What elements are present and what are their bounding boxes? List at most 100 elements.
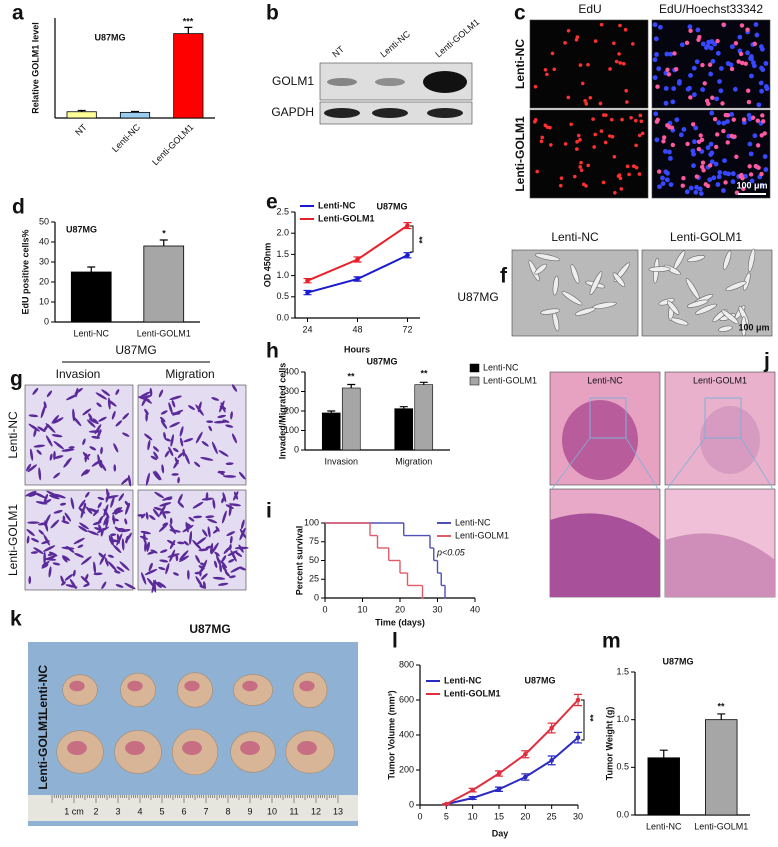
cell <box>169 517 173 525</box>
column-label: EdU <box>578 2 601 16</box>
cell <box>141 572 147 585</box>
column-label: Lenti-GOLM1 <box>670 230 742 244</box>
edu-cell <box>654 119 660 124</box>
cell <box>73 537 85 545</box>
cell <box>82 408 92 416</box>
nucleus <box>754 32 760 38</box>
cell <box>211 441 218 455</box>
cell <box>115 584 124 588</box>
y-tick-label: 50 <box>309 555 319 565</box>
edu-cell <box>761 119 766 124</box>
cell <box>41 564 49 569</box>
cell <box>177 501 185 508</box>
cell <box>648 266 671 272</box>
nucleus <box>713 161 719 167</box>
y-tick-label: 300 <box>284 386 299 396</box>
cell <box>81 469 88 477</box>
cell <box>165 497 173 501</box>
cell <box>214 551 220 557</box>
panel-letter: l <box>392 630 398 653</box>
nucleus <box>654 52 659 57</box>
nucleus <box>715 50 721 56</box>
panel-letter: i <box>266 500 272 523</box>
nucleus <box>707 177 713 183</box>
cell <box>98 552 105 559</box>
cell <box>164 450 170 458</box>
cell <box>152 508 160 518</box>
cell <box>718 325 733 332</box>
row-label: Lenti-GOLM1 <box>36 714 50 790</box>
cell <box>28 493 37 497</box>
column-label: Invasion <box>56 367 101 381</box>
cell <box>188 405 195 410</box>
edu-cell <box>697 34 702 40</box>
cell <box>666 300 680 315</box>
nucleus <box>688 72 693 78</box>
cell <box>147 439 151 451</box>
cell <box>145 412 148 422</box>
chart-title: U87MG <box>662 656 693 666</box>
nucleus <box>691 92 697 98</box>
cell <box>53 455 64 459</box>
y-axis-label: Tumor Weight (g) <box>604 707 614 781</box>
edu-cell <box>612 154 617 159</box>
y-axis-label: OD 450nm <box>262 243 272 288</box>
cell <box>179 437 184 447</box>
cell <box>60 575 65 584</box>
cell <box>70 497 75 510</box>
tumor-vessel <box>297 741 317 755</box>
cell <box>111 510 124 514</box>
panel-letter: f <box>500 265 508 288</box>
edu-cell <box>688 95 693 100</box>
ruler-label: 9 <box>247 806 252 816</box>
edu-cell <box>707 62 713 67</box>
nucleus <box>749 73 754 79</box>
annotation: ** <box>588 714 598 722</box>
y-tick-label: 100 <box>284 425 299 435</box>
edu-cell <box>655 84 660 89</box>
panel-letter: c <box>514 2 526 25</box>
bar <box>341 387 361 451</box>
cell <box>742 272 751 291</box>
tumor-vessel <box>125 741 145 755</box>
cell <box>98 524 102 531</box>
nucleus <box>714 96 720 102</box>
y-tick-label: 0 <box>44 316 49 326</box>
edu-cell <box>609 117 614 122</box>
edu-cell <box>578 138 582 142</box>
x-tick-label: 72 <box>402 324 412 334</box>
x-tick-label: Migration <box>395 456 432 466</box>
edu-cell <box>627 172 631 177</box>
cell <box>205 515 215 519</box>
edu-cell <box>734 190 740 195</box>
cell <box>149 387 153 397</box>
y-tick-label: 0 <box>294 444 299 454</box>
cell <box>31 537 40 543</box>
cell <box>113 507 121 512</box>
edu-cell <box>739 172 744 178</box>
y-tick-label: 800 <box>399 659 414 669</box>
edu-cell <box>700 164 705 170</box>
cell <box>84 453 91 459</box>
ruler-label: 7 <box>203 806 208 816</box>
nucleus <box>674 117 680 123</box>
cell <box>217 470 226 474</box>
cell <box>203 581 206 589</box>
y-tick-label: 75 <box>309 536 319 546</box>
cell <box>43 545 56 552</box>
cell <box>747 248 756 272</box>
cell <box>116 527 126 531</box>
edu-cell <box>666 72 672 77</box>
cell <box>36 449 42 455</box>
cell <box>103 515 109 526</box>
annotation: ** <box>417 236 427 244</box>
x-axis-label: Hours <box>344 344 370 354</box>
cell <box>139 535 149 540</box>
cell <box>215 526 220 532</box>
cell <box>121 538 125 551</box>
nucleus <box>746 112 752 118</box>
edu-cell <box>579 168 584 173</box>
cell <box>89 446 97 451</box>
panel-title: U87MG <box>115 343 156 357</box>
bar <box>143 245 185 323</box>
